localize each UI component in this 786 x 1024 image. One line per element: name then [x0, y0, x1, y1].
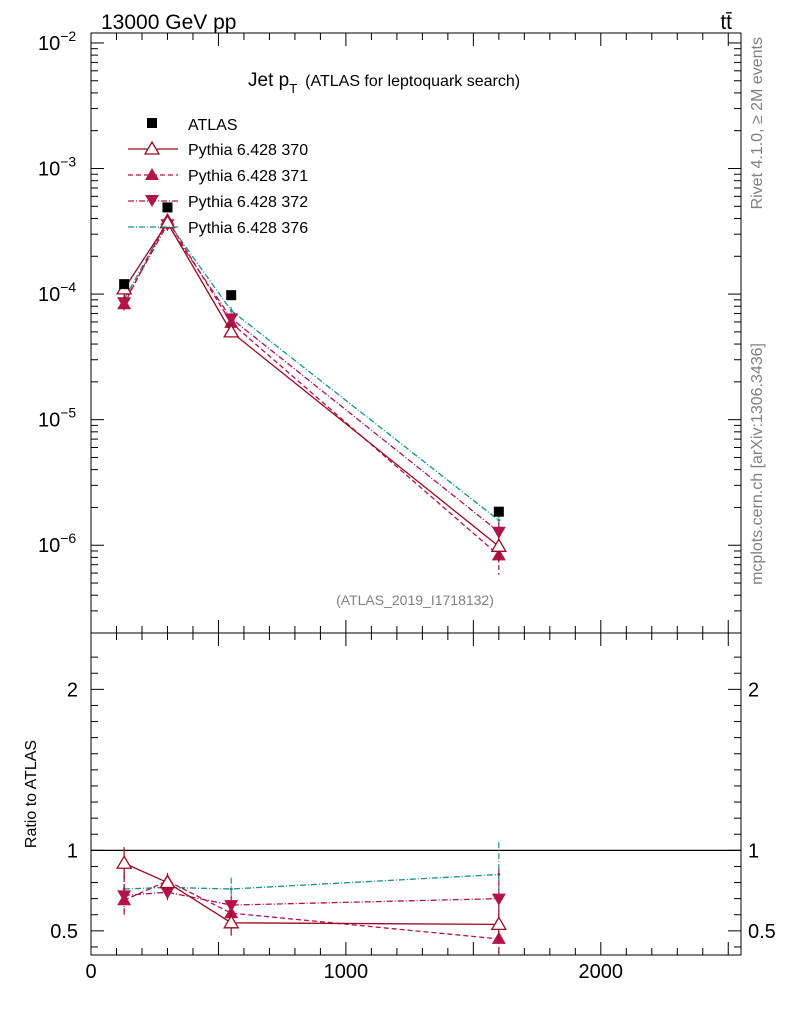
data-point-triangle-open	[159, 874, 176, 889]
x-tick-label: 2000	[579, 961, 624, 983]
data-point-triangle-open	[159, 214, 176, 229]
analysis-label: (ATLAS_2019_I1718132)	[336, 592, 494, 608]
series-line	[123, 880, 499, 940]
process-label: tt̄	[720, 11, 732, 34]
main-series-group	[116, 202, 507, 575]
y-tick-label: 10−6	[38, 530, 76, 557]
ratio-y-tick-label: 1	[67, 840, 78, 862]
legend-label: Pythia 6.428 370	[188, 142, 308, 159]
ratio-y-tick-label-right: 1	[748, 840, 759, 862]
data-point-triangle-open	[116, 854, 133, 869]
data-point-triangle-open	[223, 914, 240, 929]
data-point	[229, 887, 233, 891]
x-tick-label: 1000	[324, 961, 369, 983]
data-point-square	[162, 202, 173, 213]
ratio-y-tick-label: 0.5	[50, 921, 78, 943]
series-atlas	[119, 202, 504, 517]
legend-entry: Pythia 6.428 372	[128, 194, 308, 211]
data-point-triangle-open	[223, 323, 240, 338]
data-point-square	[119, 279, 130, 290]
series-pythia-6-428-370	[116, 214, 507, 563]
legend-label: Pythia 6.428 372	[188, 194, 308, 211]
energy-label: 13000 GeV pp	[101, 11, 236, 34]
series-line	[123, 220, 500, 521]
series-pythia-6-428-370	[116, 847, 507, 941]
series-pythia-6-428-376	[122, 842, 501, 907]
rivet-label: Rivet 4.1.0, ≥ 2M events	[749, 37, 766, 209]
main-axis-ticks	[90, 33, 741, 634]
data-point-triangle-down	[491, 526, 506, 539]
legend-entry: ATLAS	[147, 117, 238, 134]
series-pythia-6-428-372	[117, 219, 506, 544]
title-sub: T	[289, 81, 297, 96]
ratio-y-tick-label-right: 2	[748, 679, 759, 701]
data-point-triangle-down	[160, 887, 175, 900]
ratio-plot-frame	[90, 632, 742, 956]
legend-entry: Pythia 6.428 371	[128, 168, 308, 185]
data-point-triangle	[117, 297, 132, 310]
mcplots-label: mcplots.cern.ch [arXiv:1306.3436]	[749, 343, 766, 585]
y-tick-label: 10−5	[38, 405, 76, 432]
main-y-tick-labels: 10−6 10−5 10−4 10−3 10−2	[38, 28, 76, 557]
ratio-axis-ticks	[90, 633, 741, 955]
series-pythia-6-428-371	[117, 212, 506, 575]
data-point-square	[493, 506, 504, 517]
legend-label: Pythia 6.428 371	[188, 168, 308, 185]
y-tick-label: 10−4	[38, 279, 76, 306]
ratio-y-tick-label-right: 0.5	[748, 921, 776, 943]
ratio-series-group	[116, 842, 507, 955]
data-point-triangle-open	[490, 916, 507, 931]
ratio-y-tick-label: 2	[67, 679, 78, 701]
data-point	[497, 518, 501, 522]
legend-label: Pythia 6.428 376	[188, 220, 308, 237]
series-line	[124, 873, 499, 890]
legend-entry: Pythia 6.428 370	[128, 140, 308, 159]
series-line	[123, 862, 499, 926]
ratio-tick-labels: 0.5 1 2 0.5 1 2 0 1000 2000	[50, 679, 776, 983]
series-line	[124, 891, 499, 906]
data-point-triangle-down	[491, 893, 506, 906]
series-pythia-6-428-376	[122, 218, 501, 530]
legend-entry: Pythia 6.428 376	[128, 220, 308, 237]
legend-marker-triangle-down	[145, 195, 159, 207]
data-point-triangle-open	[490, 538, 507, 552]
data-point-square	[226, 290, 237, 301]
series-line	[123, 221, 500, 547]
series-line	[123, 218, 500, 556]
series-pythia-6-428-372	[117, 869, 506, 928]
ratio-y-axis-label: Ratio to ATLAS	[23, 740, 40, 848]
y-tick-label: 10−2	[38, 28, 76, 55]
legend-label: ATLAS	[188, 117, 238, 134]
series-line	[123, 222, 500, 533]
main-title: Jet pT (ATLAS for leptoquark search)	[248, 70, 520, 96]
legend-marker-square	[147, 118, 157, 128]
title-main: Jet p	[248, 70, 289, 91]
data-point-triangle	[117, 893, 132, 906]
legend: ATLAS Pythia 6.428 370 Pythia 6.428 371 …	[128, 117, 308, 237]
x-tick-label: 0	[85, 961, 96, 983]
legend-marker-triangle-open	[143, 140, 161, 155]
y-tick-label: 10−3	[38, 154, 76, 181]
title-rest: (ATLAS for leptoquark search)	[305, 73, 520, 90]
legend-marker-triangle	[145, 168, 159, 180]
data-point	[229, 309, 233, 313]
